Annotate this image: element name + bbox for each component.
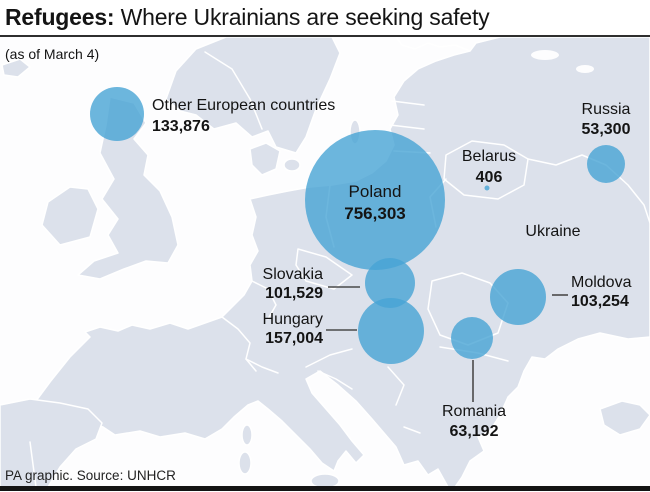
border-switzerland	[245, 358, 279, 374]
country-value: 101,529	[265, 285, 323, 302]
border-belarus	[443, 140, 529, 200]
bubble-moldova	[490, 269, 546, 325]
country-name: Slovakia	[262, 266, 323, 283]
land-sicily	[310, 473, 340, 487]
land-sardinia	[238, 451, 252, 475]
landmasses	[0, 37, 650, 487]
land-ireland	[41, 186, 99, 246]
border-france-germany	[221, 316, 257, 372]
border-serbia	[387, 366, 405, 406]
border-austria-hungary	[305, 348, 353, 368]
border-romania	[427, 272, 509, 346]
land-iceland-fragment	[1, 58, 31, 78]
country-value: 133,876	[152, 118, 210, 135]
country-name: Other European countries	[152, 97, 336, 114]
label-romania: Romania 63,192	[442, 402, 506, 442]
border-albania-greece	[403, 426, 421, 434]
land-corsica	[241, 424, 253, 446]
bubble-poland	[305, 130, 445, 270]
country-name: Belarus	[461, 148, 517, 165]
country-name: Poland	[348, 182, 402, 201]
bubble-slovakia	[365, 258, 415, 308]
land-crimea	[599, 400, 650, 436]
country-name: Ukraine	[525, 223, 581, 240]
land-scandinavia	[165, 37, 341, 154]
border-benelux	[251, 280, 277, 320]
page-title: Refugees: Where Ukrainians are seeking s…	[5, 2, 490, 32]
label-slovakia: Slovakia 101,529	[263, 265, 323, 303]
label-hungary: Hungary 157,004	[263, 310, 323, 348]
bubble-russia	[587, 145, 625, 183]
border-czechia	[295, 248, 353, 290]
country-value: 406	[475, 169, 503, 186]
lake-ladoga	[531, 50, 559, 60]
source-credit: PA graphic. Source: UNHCR	[5, 468, 176, 483]
country-name: Romania	[441, 403, 507, 420]
leader-lines	[326, 286, 568, 402]
europe-map	[0, 37, 650, 487]
border-portugal	[29, 441, 37, 487]
lake-onega	[576, 65, 594, 73]
as-of-date: (as of March 4)	[5, 46, 100, 62]
border-baltics-1	[391, 100, 425, 106]
country-value: 103,254	[571, 293, 629, 310]
bubble-belarus	[484, 185, 490, 191]
country-value: 53,300	[581, 121, 631, 138]
country-name: Russia	[581, 101, 631, 118]
label-poland: Poland 756,303	[344, 181, 405, 225]
bubble-other-european	[90, 87, 144, 141]
label-russia: Russia 53,300	[582, 100, 631, 140]
country-name: Moldova	[571, 274, 632, 291]
title-divider	[0, 35, 650, 37]
land-iberia	[0, 398, 103, 487]
label-belarus: Belarus 406	[462, 146, 516, 188]
label-ukraine: Ukraine	[525, 222, 580, 242]
refugee-bubbles	[90, 87, 625, 364]
border-croatia	[317, 370, 353, 390]
label-other-european: Other European countries 133,876	[152, 95, 335, 137]
title-lead: Refugees:	[5, 4, 115, 30]
land-denmark	[249, 142, 281, 176]
country-name: Hungary	[262, 311, 323, 328]
country-value: 157,004	[265, 330, 323, 347]
land-great-britain	[77, 96, 179, 280]
bottom-bar	[0, 486, 650, 491]
border-baltics-2	[389, 124, 425, 130]
bubble-romania	[451, 317, 493, 359]
label-moldova: Moldova 103,254	[571, 273, 631, 311]
bubble-hungary	[358, 298, 424, 364]
land-danish-isles	[283, 158, 301, 172]
country-value: 63,192	[449, 423, 499, 440]
title-rest: Where Ukrainians are seeking safety	[114, 4, 490, 30]
country-value: 756,303	[344, 204, 406, 223]
border-norway-sweden	[204, 51, 263, 130]
